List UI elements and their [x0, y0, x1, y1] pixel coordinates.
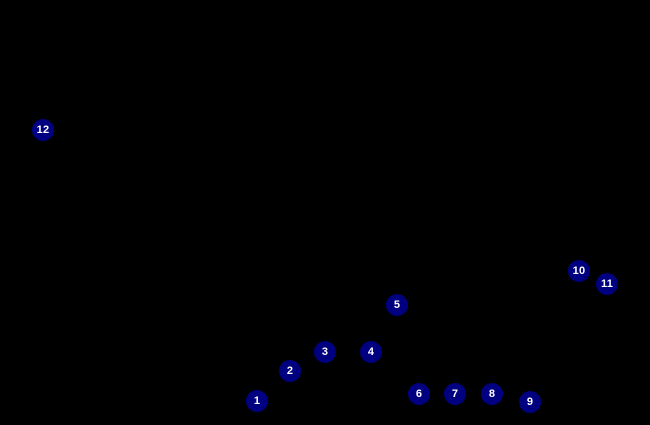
point-marker-label: 11: [600, 277, 614, 290]
point-marker-label: 10: [572, 264, 586, 277]
point-marker-label: 8: [488, 387, 496, 400]
point-marker-label: 6: [415, 387, 423, 400]
point-marker-5[interactable]: 5: [386, 294, 408, 316]
point-marker-8[interactable]: 8: [481, 383, 503, 405]
point-marker-10[interactable]: 10: [568, 260, 590, 282]
point-marker-6[interactable]: 6: [408, 383, 430, 405]
point-marker-4[interactable]: 4: [360, 341, 382, 363]
point-marker-3[interactable]: 3: [314, 341, 336, 363]
point-marker-label: 12: [36, 123, 50, 136]
point-marker-11[interactable]: 11: [596, 273, 618, 295]
point-marker-label: 4: [367, 345, 375, 358]
point-marker-label: 5: [393, 298, 401, 311]
point-marker-label: 1: [253, 394, 261, 407]
point-marker-label: 3: [321, 345, 329, 358]
point-marker-1[interactable]: 1: [246, 390, 268, 412]
point-marker-7[interactable]: 7: [444, 383, 466, 405]
point-marker-label: 7: [451, 387, 459, 400]
point-marker-2[interactable]: 2: [279, 360, 301, 382]
point-marker-12[interactable]: 12: [32, 119, 54, 141]
point-marker-label: 2: [286, 364, 294, 377]
point-marker-9[interactable]: 9: [519, 391, 541, 413]
point-marker-label: 9: [526, 395, 534, 408]
